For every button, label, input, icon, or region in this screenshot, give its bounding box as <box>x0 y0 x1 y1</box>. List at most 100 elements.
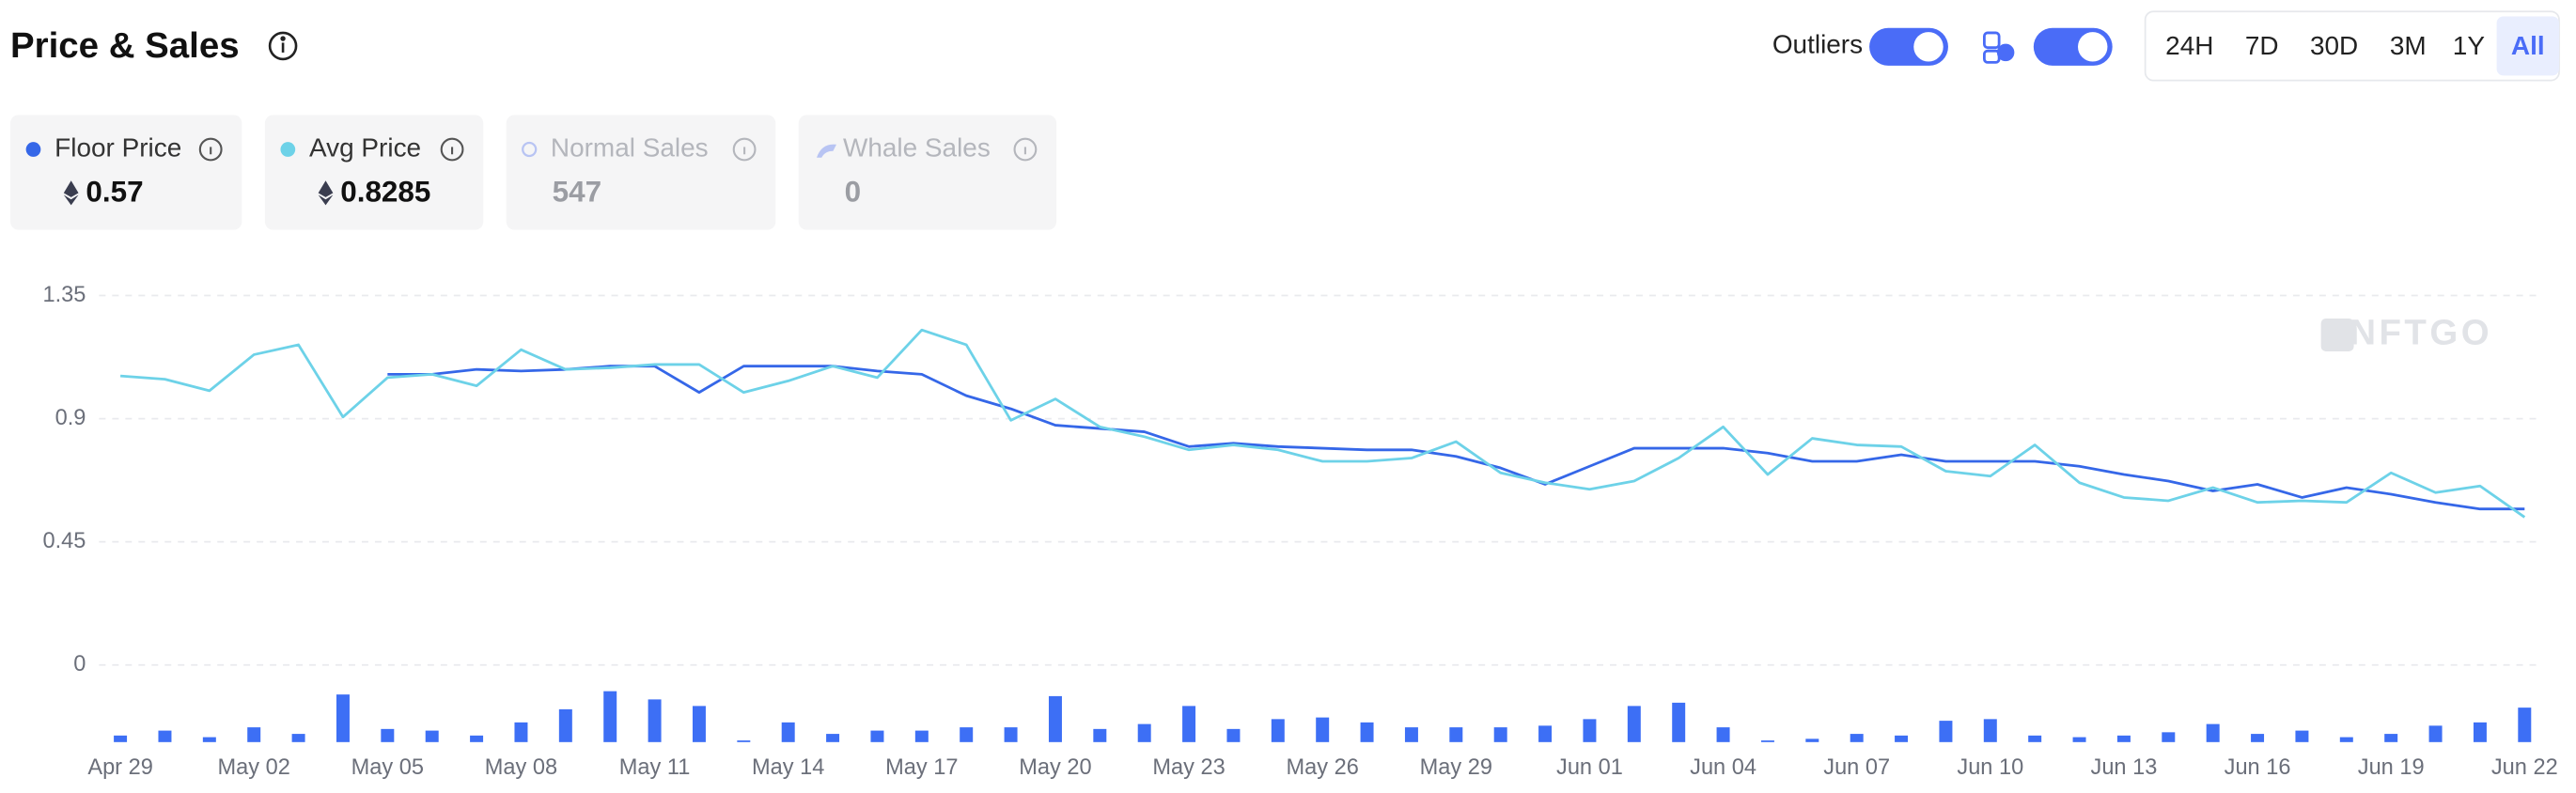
range-button[interactable]: 1Y <box>2453 31 2486 60</box>
card-value: 0.57 <box>86 176 143 209</box>
sales-bar <box>1449 727 1463 742</box>
x-tick-label: May 20 <box>1019 754 1091 779</box>
card-name: Floor Price <box>55 132 181 162</box>
sales-bar <box>1137 723 1151 742</box>
sales-bar <box>114 735 128 742</box>
sales-bar <box>1316 717 1330 742</box>
sales-bar <box>1583 719 1597 742</box>
x-tick-label: May 14 <box>752 754 824 779</box>
x-tick-label: Jun 10 <box>1957 754 2023 779</box>
sales-bar <box>603 691 617 742</box>
widget-title: Price & Sales <box>10 25 240 66</box>
sales-bar <box>1093 728 1107 742</box>
sales-bar <box>425 730 439 742</box>
outliers-label: Outliers <box>1772 29 1863 58</box>
sales-bar <box>1672 702 1686 742</box>
sales-bar <box>2518 707 2532 742</box>
sales-bar <box>737 740 751 742</box>
range-button[interactable]: 3M <box>2390 31 2427 60</box>
sales-bar <box>826 734 840 742</box>
whale-icon <box>816 144 836 158</box>
sales-bar <box>1538 725 1553 742</box>
sales-bar <box>1404 727 1418 742</box>
sales-bar <box>470 735 484 742</box>
x-tick-label: May 26 <box>1287 754 1359 779</box>
watermark: NFTGO <box>2350 313 2492 353</box>
sales-bar <box>1760 740 1774 742</box>
sales-bar <box>781 722 795 742</box>
price-line <box>119 328 2526 519</box>
card-bg <box>798 115 1057 230</box>
sales-bar <box>1895 735 1909 742</box>
sales-bar <box>1850 734 1864 742</box>
sales-bar <box>1627 706 1641 742</box>
sales-bar <box>692 706 706 742</box>
bot-filter-icon[interactable] <box>1983 31 2015 64</box>
title-info-icon[interactable] <box>268 31 298 61</box>
info-icon[interactable] <box>1013 137 1038 162</box>
x-tick-label: Apr 29 <box>87 754 152 779</box>
eth-icon <box>63 180 79 206</box>
x-tick-label: May 29 <box>1420 754 1492 779</box>
card-value: 547 <box>553 176 601 209</box>
info-circle <box>440 137 464 162</box>
card-name: Normal Sales <box>551 132 709 162</box>
y-tick-label: 0.45 <box>43 528 86 552</box>
legend-card[interactable]: Whale Sales 0 <box>798 115 1057 230</box>
sales-bar <box>2295 730 2309 742</box>
card-value: 0 <box>845 176 861 209</box>
legend-card[interactable]: Floor Price 0.57 <box>10 115 242 230</box>
sales-bar <box>914 730 929 742</box>
info-circle <box>732 137 757 162</box>
x-tick-label: May 23 <box>1152 754 1225 779</box>
range-button[interactable]: 7D <box>2245 31 2279 60</box>
x-tick-label: Jun 16 <box>2225 754 2291 779</box>
x-tick-label: May 08 <box>485 754 557 779</box>
sales-bar <box>2428 725 2443 742</box>
sales-bar <box>1805 739 1819 742</box>
sales-bar <box>2384 734 2398 742</box>
x-tick-label: May 05 <box>351 754 424 779</box>
sales-bar <box>2473 722 2487 742</box>
range-button[interactable]: All <box>2511 31 2545 60</box>
card-value: 0.8285 <box>340 176 430 209</box>
y-tick-label: 0 <box>73 651 86 676</box>
legend-dot <box>522 141 538 158</box>
card-name: Avg Price <box>309 132 421 162</box>
sales-bar <box>1271 719 1285 742</box>
sales-bar <box>1983 719 1997 742</box>
sales-bar <box>1493 727 1507 742</box>
sales-bar <box>2116 735 2131 742</box>
sales-bar <box>2072 737 2086 742</box>
info-icon[interactable] <box>198 137 223 162</box>
y-tick-label: 1.35 <box>43 282 86 306</box>
sales-bar <box>158 730 172 742</box>
sales-bar <box>1939 721 1953 742</box>
sales-bar <box>1182 706 1196 742</box>
sales-bar <box>1226 728 1241 742</box>
info-icon[interactable] <box>440 137 464 162</box>
range-button[interactable]: 24H <box>2165 31 2213 60</box>
watermark-logo <box>2320 318 2354 351</box>
sales-bar <box>2206 723 2220 742</box>
x-tick-label: Jun 04 <box>1690 754 1756 779</box>
legend-card[interactable]: Normal Sales 547 <box>506 115 776 230</box>
sales-bar <box>514 722 528 742</box>
sales-bar <box>2339 737 2353 742</box>
sales-bar <box>247 727 261 742</box>
sales-bar <box>558 708 572 742</box>
legend-card[interactable]: Avg Price 0.8285 <box>264 115 484 230</box>
card-bg <box>264 115 484 230</box>
sales-bar <box>1716 727 1730 742</box>
info-icon[interactable] <box>732 137 757 162</box>
info-circle <box>1013 137 1038 162</box>
sales-bar <box>2251 734 2265 742</box>
card-bg <box>506 115 776 230</box>
sales-bar <box>202 737 216 742</box>
range-button[interactable]: 30D <box>2310 31 2358 60</box>
bot-filter-toggle[interactable] <box>2033 27 2113 66</box>
outliers-toggle[interactable] <box>1869 27 1948 66</box>
x-tick-label: Jun 19 <box>2358 754 2425 779</box>
